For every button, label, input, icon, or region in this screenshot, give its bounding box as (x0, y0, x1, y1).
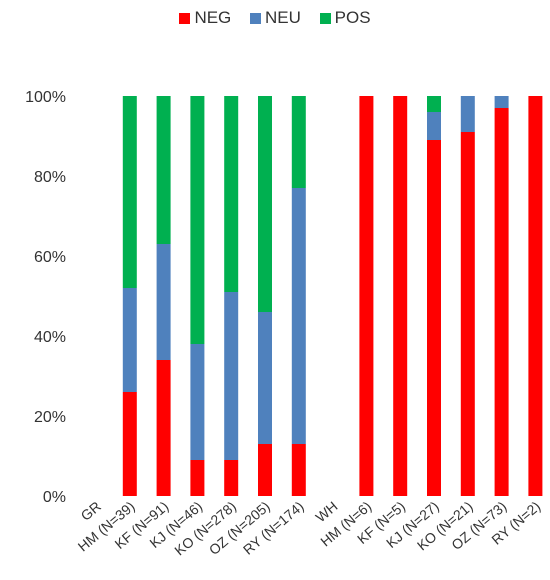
bar-segment-pos (427, 96, 441, 112)
bar-segment-pos (224, 96, 239, 292)
bar-segment-neu (190, 344, 205, 460)
bar-segment-neu (494, 96, 509, 108)
bar-segment-neu (427, 112, 441, 140)
y-tick-label: 100% (25, 89, 66, 106)
bar-segment-pos (122, 96, 137, 288)
bar-segment-neg (460, 132, 475, 496)
bar-segment-neg (190, 460, 205, 496)
bar-segment-neu (224, 292, 239, 460)
bar-segment-neg (291, 444, 306, 496)
bar-segment-pos (258, 96, 272, 312)
legend-label-neu: NEU (265, 8, 301, 27)
bar-segment-neg (393, 96, 408, 496)
y-tick-label: 20% (34, 409, 66, 426)
legend-label-pos: POS (334, 8, 371, 27)
legend-item-neu: NEU (250, 8, 301, 28)
bar-segment-neg (156, 360, 171, 496)
bar-segment-neu (258, 312, 272, 444)
bar-segment-neg (122, 392, 137, 496)
legend: NEG NEU POS (0, 8, 550, 29)
y-tick-label: 40% (34, 329, 66, 346)
bar-segment-neu (122, 288, 137, 392)
bar-segment-neu (291, 188, 306, 444)
bar-segment-neg (224, 460, 239, 496)
y-tick-label: 80% (34, 169, 66, 186)
bar-segment-neg (494, 108, 509, 496)
y-tick-label: 0% (43, 489, 66, 506)
legend-item-pos: POS (319, 8, 371, 28)
bar-segment-neg (359, 96, 374, 496)
bar-segment-pos (291, 96, 306, 188)
bar-segment-pos (156, 96, 171, 244)
legend-swatch-pos (319, 12, 331, 24)
bar-segment-pos (190, 96, 205, 344)
bar-segment-neu (460, 96, 475, 132)
bar-segment-neg (427, 140, 441, 496)
legend-label-neg: NEG (194, 8, 232, 27)
legend-swatch-neg (179, 12, 191, 24)
legend-item-neg: NEG (179, 8, 231, 28)
bar-segment-neg (258, 444, 272, 496)
y-tick-label: 60% (34, 249, 66, 266)
bar-segment-neg (528, 96, 543, 496)
legend-swatch-neu (250, 12, 262, 24)
bar-segment-neu (156, 244, 171, 360)
